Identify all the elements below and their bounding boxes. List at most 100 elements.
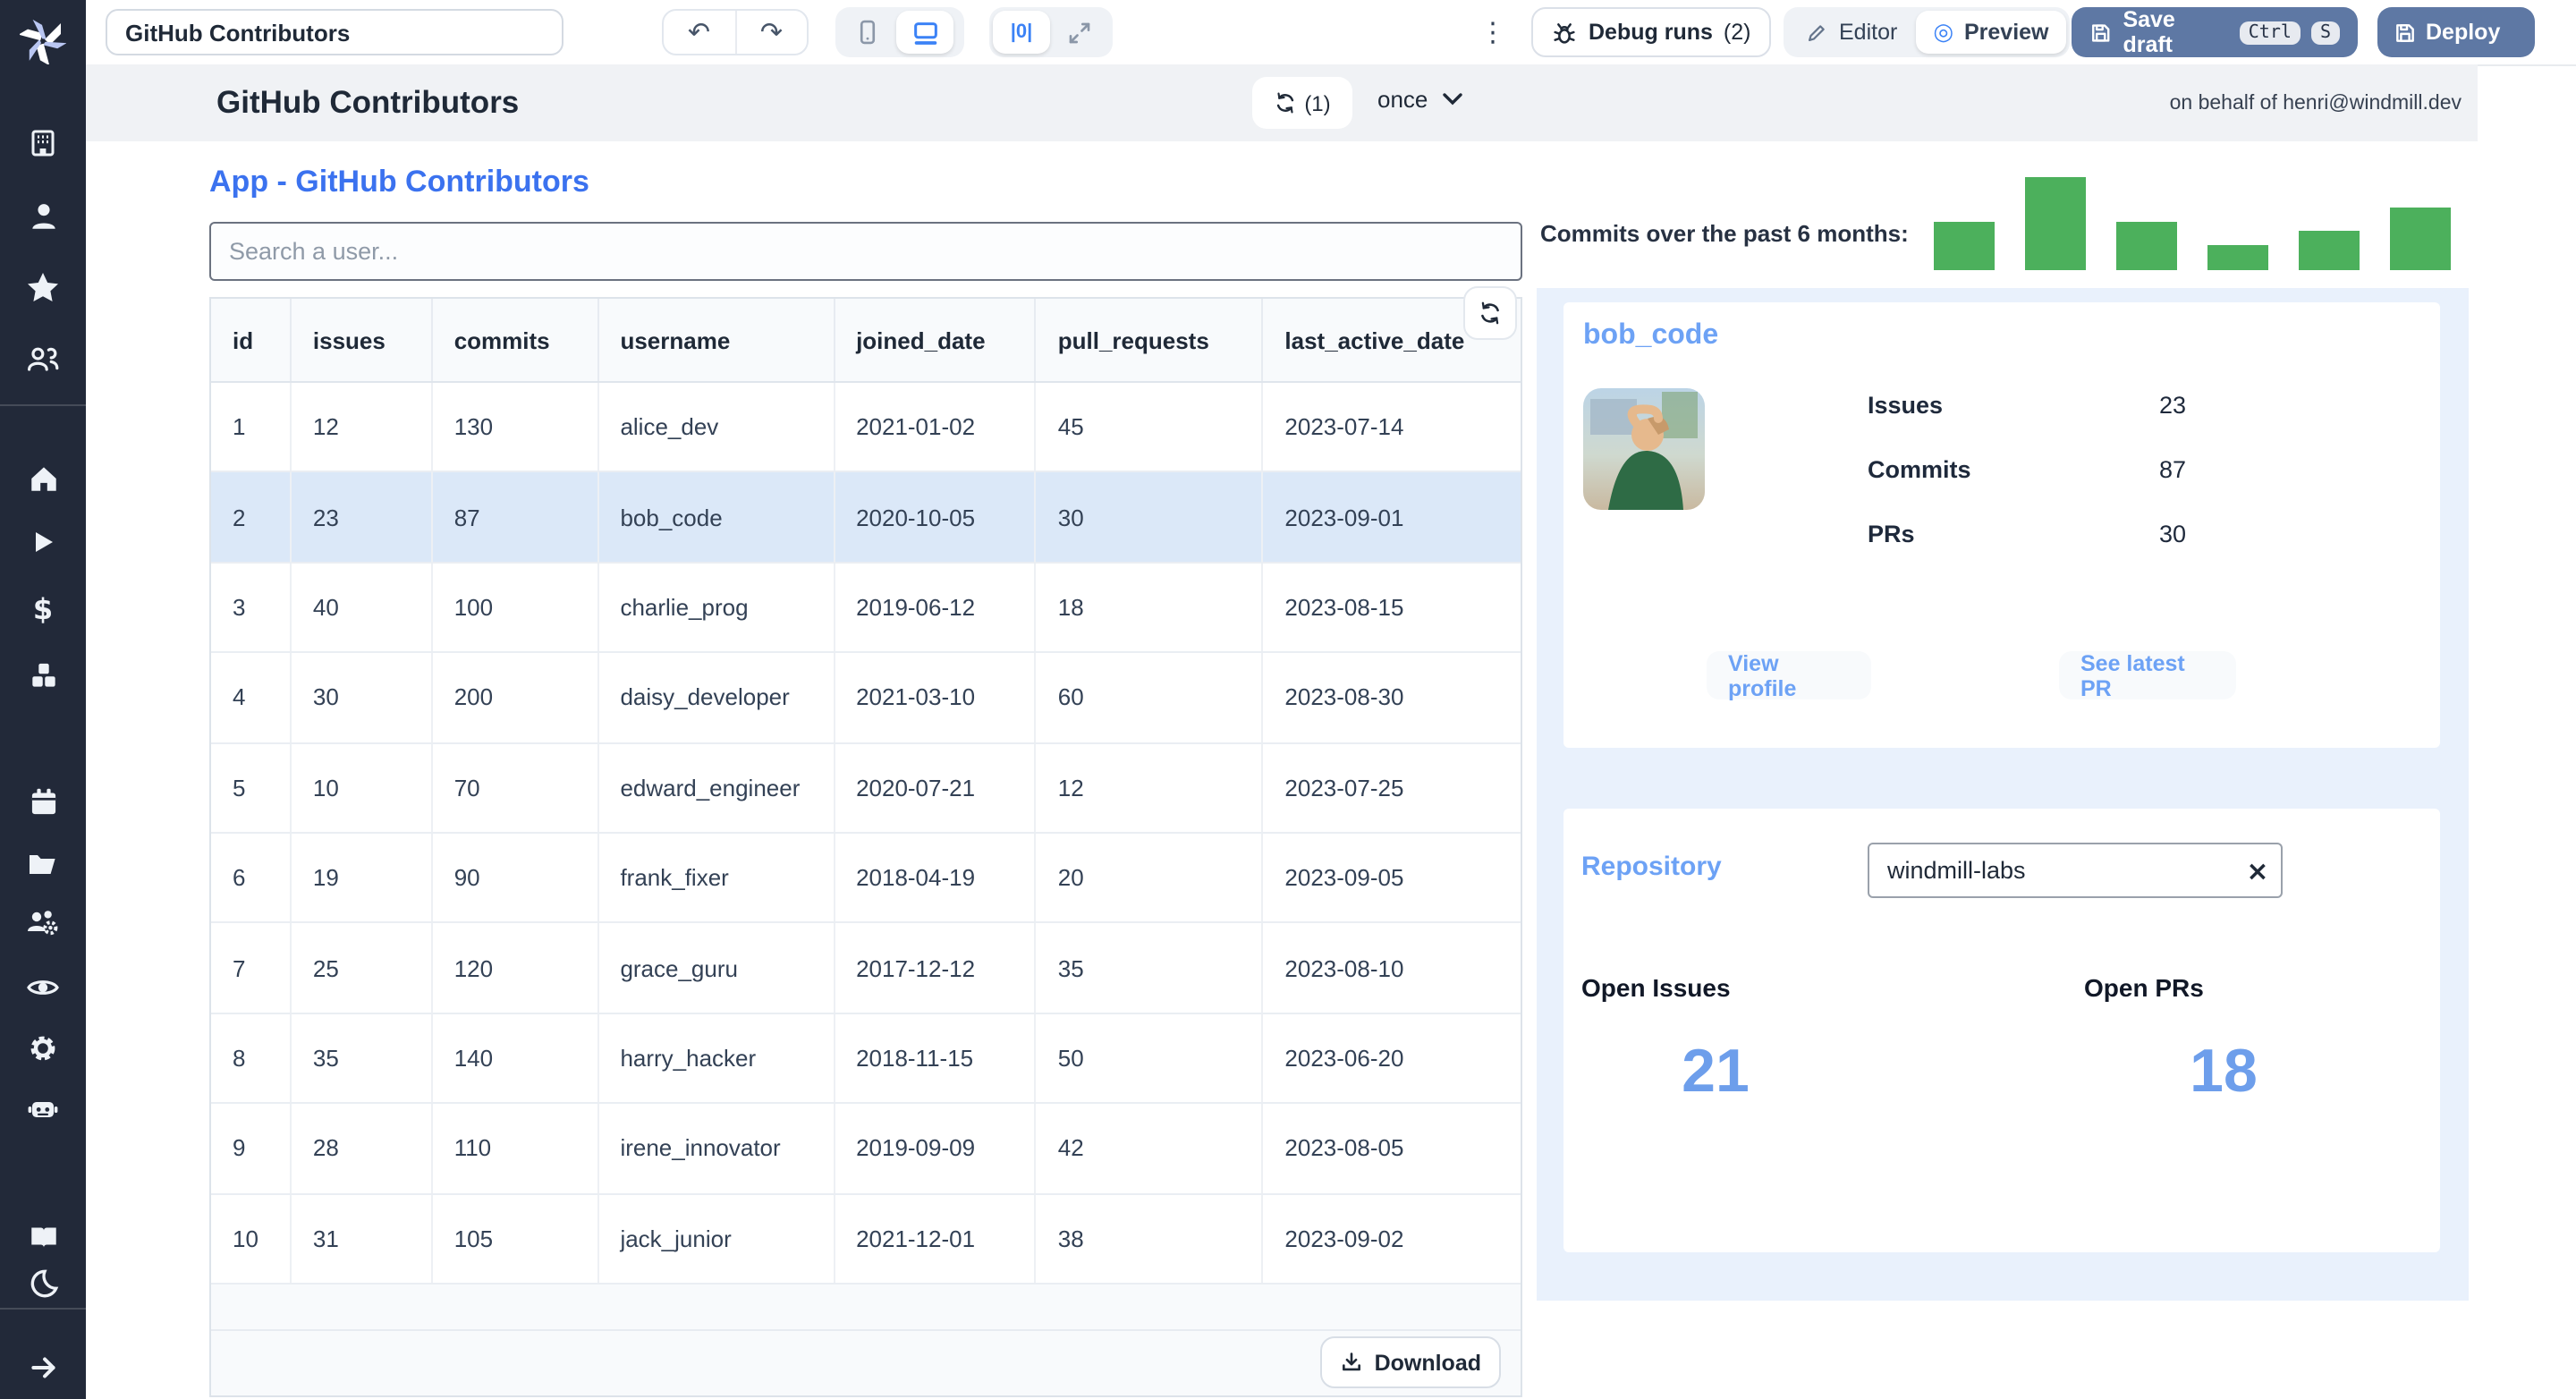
download-button[interactable]: Download (1320, 1336, 1501, 1389)
debug-runs-button[interactable]: Debug runs (2) (1531, 7, 1771, 57)
table-footer: Download (211, 1330, 1521, 1395)
view-profile-button[interactable]: View profile (1707, 650, 1871, 700)
moon-icon[interactable] (0, 1261, 86, 1304)
save-draft-button[interactable]: Save draft Ctrl S (2072, 7, 2358, 57)
tab-editor[interactable]: Editor (1787, 11, 1915, 54)
sidebar-divider (0, 404, 86, 406)
save-draft-label: Save draft (2123, 7, 2175, 57)
table-row[interactable]: 7 25 120 grace_guru 2017-12-12 35 2023-08-10 (211, 923, 1521, 1014)
column-header-issues[interactable]: issues (292, 299, 433, 381)
fullscreen-icon[interactable] (1050, 11, 1107, 54)
table-row[interactable]: 1 12 130 alice_dev 2021-01-02 45 2023-07-14 (211, 383, 1521, 473)
gear-icon[interactable] (0, 1027, 86, 1070)
deploy-dropdown-button[interactable] (2536, 25, 2556, 39)
kbd-s: S (2310, 21, 2340, 44)
table-cell: 2023-08-10 (1284, 954, 1404, 982)
arrow-right-icon[interactable] (0, 1345, 86, 1388)
sidebar: $ (0, 0, 86, 1399)
table-cell: 2020-07-21 (835, 743, 1037, 832)
redo-button[interactable]: ↷ (734, 11, 807, 54)
app-title-input[interactable] (106, 9, 564, 55)
column-header-username[interactable]: username (598, 299, 835, 381)
table-cell: 2023-07-14 (1284, 413, 1404, 441)
table-row[interactable]: 6 19 90 frank_fixer 2018-04-19 20 2023-09-05 (211, 833, 1521, 924)
deploy-button[interactable]: Deploy (2377, 7, 2511, 57)
column-header-joined_date[interactable]: joined_date (835, 299, 1037, 381)
table-cell: 70 (433, 743, 599, 832)
column-header-last_active_date[interactable]: last_active_date (1284, 326, 1465, 353)
table-cell: 20 (1037, 833, 1264, 922)
undo-button[interactable]: ↶ (687, 16, 711, 48)
table-cell: grace_guru (598, 923, 835, 1013)
page-title: GitHub Contributors (216, 84, 520, 120)
table-cell: jack_junior (598, 1194, 835, 1283)
user-icon[interactable] (0, 193, 86, 236)
eye-icon[interactable] (0, 966, 86, 1009)
star-icon[interactable] (0, 267, 86, 309)
table-cell: 2018-11-15 (835, 1013, 1037, 1103)
column-header-commits[interactable]: commits (433, 299, 599, 381)
table-cell: 30 (292, 653, 433, 742)
table-row[interactable]: 3 40 100 charlie_prog 2019-06-12 18 2023-08-15 (211, 563, 1521, 654)
table-cell: 35 (1037, 923, 1264, 1013)
workers-icon[interactable] (0, 902, 86, 945)
open-issues-value: 21 (1682, 1038, 1750, 1106)
repository-input[interactable] (1869, 857, 2234, 884)
home-icon[interactable] (0, 456, 86, 499)
deploy-save-icon (2396, 23, 2414, 41)
mobile-view-button[interactable] (839, 11, 896, 54)
more-options-kebab[interactable]: ⋮ (1479, 16, 1506, 48)
bug-icon (1554, 22, 1575, 43)
contributors-table: id issues commits username joined_date pull_r… (209, 297, 1522, 1397)
table-header-row: id issues commits username joined_date pull_r… (211, 299, 1521, 383)
table-row[interactable]: 2 23 87 bob_code 2020-10-05 30 2023-09-01 (211, 472, 1521, 564)
tab-preview[interactable]: ◎ Preview (1915, 11, 2067, 54)
open-prs-value: 18 (2190, 1038, 2258, 1106)
deploy-label: Deploy (2426, 20, 2501, 45)
table-row[interactable]: 5 10 70 edward_engineer 2020-07-21 12 2023-07-… (211, 743, 1521, 834)
pencil-icon (1808, 24, 1825, 41)
table-cell: bob_code (598, 472, 835, 562)
see-latest-pr-button[interactable]: See latest PR (2059, 650, 2236, 700)
book-icon[interactable] (0, 1215, 86, 1258)
folder-icon[interactable] (0, 843, 86, 886)
cubes-icon[interactable] (0, 653, 86, 696)
table-cell: frank_fixer (598, 833, 835, 922)
building-icon[interactable] (0, 122, 86, 165)
align-center-button[interactable]: |0| (993, 11, 1050, 54)
windmill-logo[interactable] (0, 18, 86, 64)
table-row[interactable]: 8 35 140 harry_hacker 2018-11-15 50 2023-06-20 (211, 1013, 1521, 1105)
table-cell: 2023-06-20 (1284, 1044, 1404, 1072)
refresh-count: (1) (1304, 90, 1331, 115)
table-cell: 23 (292, 472, 433, 562)
repository-input-wrapper: × (1868, 843, 2283, 898)
dollar-icon[interactable]: $ (32, 591, 54, 625)
table-cell: 60 (1037, 653, 1264, 742)
table-row[interactable]: 10 31 105 jack_junior 2021-12-01 38 2023-09-02 (211, 1194, 1521, 1285)
editor-preview-toggle: Editor ◎ Preview (1784, 7, 2071, 57)
play-icon[interactable] (0, 521, 86, 564)
table-cell: 2023-08-15 (1284, 593, 1404, 621)
table-body: 1 12 130 alice_dev 2021-01-02 45 2023-07-14 2 23… (211, 383, 1521, 1285)
table-row[interactable]: 9 28 110 irene_innovator 2019-09-09 42 2023-08… (211, 1104, 1521, 1195)
schedule-dropdown[interactable]: once (1377, 86, 1463, 113)
table-cell: 2021-03-10 (835, 653, 1037, 742)
table-cell: 100 (433, 563, 599, 652)
table-cell: 8 (211, 1013, 292, 1103)
user-avatar (1583, 388, 1705, 510)
table-refresh-button[interactable] (1463, 286, 1517, 340)
refresh-count-button[interactable]: (1) (1252, 77, 1352, 129)
table-cell: 2021-12-01 (835, 1194, 1037, 1283)
calendar-icon[interactable] (0, 780, 86, 823)
column-header-pull_requests[interactable]: pull_requests (1037, 299, 1264, 381)
robot-icon[interactable] (0, 1088, 86, 1131)
table-cell: 140 (433, 1013, 599, 1103)
table-row[interactable]: 4 30 200 daisy_developer 2021-03-10 60 2023-08… (211, 653, 1521, 744)
search-input[interactable] (209, 222, 1522, 281)
desktop-view-button[interactable] (896, 11, 953, 54)
clear-input-icon[interactable]: × (2246, 854, 2269, 886)
users-icon[interactable] (0, 338, 86, 381)
download-icon (1343, 1353, 1361, 1372)
table-cell: 2023-09-05 (1284, 864, 1404, 892)
column-header-id[interactable]: id (211, 299, 292, 381)
